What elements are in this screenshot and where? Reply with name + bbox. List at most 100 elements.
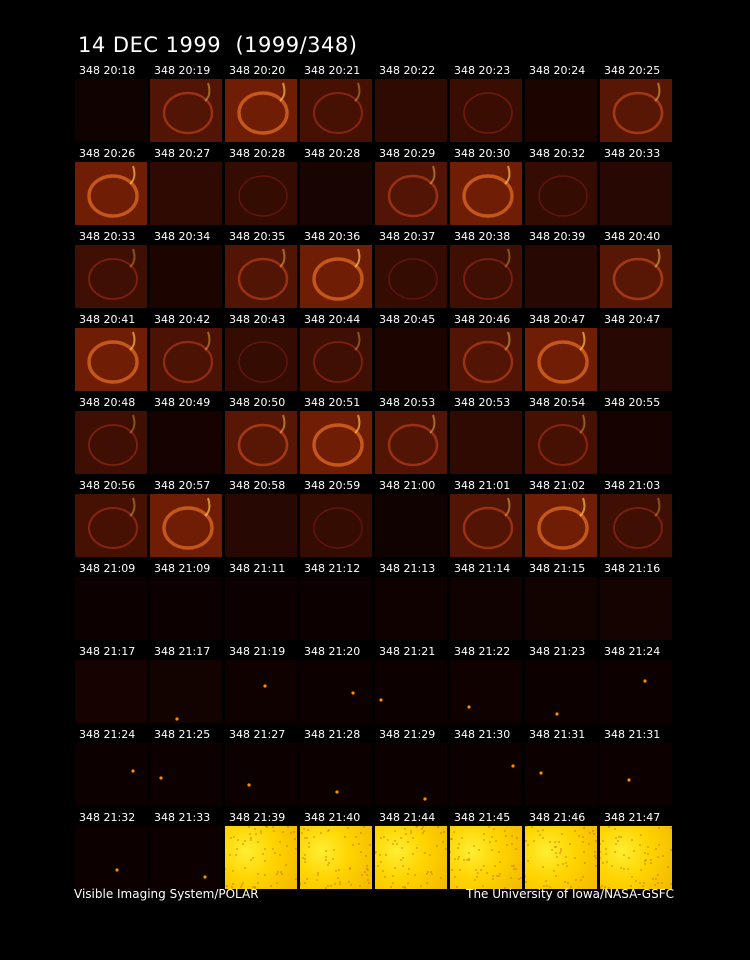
auroral-image — [525, 245, 597, 308]
auroral-image — [450, 162, 522, 225]
auroral-image — [75, 743, 147, 806]
frame-timestamp: 348 21:16 — [604, 562, 661, 575]
auroral-image — [600, 328, 672, 391]
auroral-image — [525, 79, 597, 142]
frame-timestamp: 348 20:43 — [229, 313, 286, 326]
frame-timestamp: 348 20:47 — [529, 313, 586, 326]
frame-timestamp: 348 20:41 — [79, 313, 136, 326]
frame-timestamp: 348 20:44 — [304, 313, 361, 326]
auroral-image — [375, 494, 447, 557]
frame-timestamp: 348 21:32 — [79, 811, 136, 824]
auroral-image — [600, 411, 672, 474]
auroral-image — [75, 660, 147, 723]
auroral-image — [600, 245, 672, 308]
auroral-image — [300, 162, 372, 225]
frame-timestamp: 348 20:53 — [379, 396, 436, 409]
frame-timestamp: 348 21:17 — [154, 645, 211, 658]
frame-timestamp: 348 20:50 — [229, 396, 286, 409]
frame-timestamp: 348 21:24 — [79, 728, 136, 741]
frame-timestamp: 348 20:37 — [379, 230, 436, 243]
auroral-image — [600, 162, 672, 225]
frame-timestamp: 348 21:21 — [379, 645, 436, 658]
auroral-image — [75, 328, 147, 391]
frame-timestamp: 348 20:18 — [79, 64, 136, 77]
frame-timestamp: 348 20:51 — [304, 396, 361, 409]
auroral-image — [600, 79, 672, 142]
auroral-image — [150, 494, 222, 557]
auroral-image — [225, 411, 297, 474]
auroral-image — [150, 660, 222, 723]
frame-timestamp: 348 20:39 — [529, 230, 586, 243]
auroral-image — [225, 328, 297, 391]
auroral-image — [225, 79, 297, 142]
frame-timestamp: 348 20:19 — [154, 64, 211, 77]
auroral-image — [225, 743, 297, 806]
auroral-image — [300, 494, 372, 557]
auroral-image — [525, 743, 597, 806]
auroral-image — [525, 494, 597, 557]
frame-timestamp: 348 21:19 — [229, 645, 286, 658]
auroral-image — [375, 743, 447, 806]
frame-timestamp: 348 21:31 — [529, 728, 586, 741]
frame-timestamp: 348 21:02 — [529, 479, 586, 492]
frame-timestamp: 348 21:23 — [529, 645, 586, 658]
frame-timestamp: 348 21:11 — [229, 562, 286, 575]
frame-timestamp: 348 21:33 — [154, 811, 211, 824]
frame-timestamp: 348 20:26 — [79, 147, 136, 160]
frame-timestamp: 348 20:34 — [154, 230, 211, 243]
frame-timestamp: 348 20:57 — [154, 479, 211, 492]
frame-timestamp: 348 21:20 — [304, 645, 361, 658]
frame-timestamp: 348 20:55 — [604, 396, 661, 409]
frame-timestamp: 348 21:09 — [79, 562, 136, 575]
auroral-image — [375, 577, 447, 640]
frame-timestamp: 348 20:58 — [229, 479, 286, 492]
auroral-image — [375, 826, 447, 889]
frame-timestamp: 348 20:45 — [379, 313, 436, 326]
frame-timestamp: 348 20:28 — [229, 147, 286, 160]
frame-timestamp: 348 21:15 — [529, 562, 586, 575]
frame-timestamp: 348 20:59 — [304, 479, 361, 492]
auroral-image — [450, 328, 522, 391]
frame-timestamp: 348 21:44 — [379, 811, 436, 824]
auroral-image — [300, 743, 372, 806]
footer-instrument: Visible Imaging System/POLAR — [74, 887, 259, 901]
auroral-image — [75, 411, 147, 474]
frame-timestamp: 348 20:33 — [604, 147, 661, 160]
auroral-image — [375, 411, 447, 474]
auroral-image — [300, 79, 372, 142]
auroral-image — [450, 577, 522, 640]
auroral-image — [375, 245, 447, 308]
frame-timestamp: 348 21:25 — [154, 728, 211, 741]
auroral-image — [450, 79, 522, 142]
auroral-image — [525, 577, 597, 640]
frame-timestamp: 348 21:46 — [529, 811, 586, 824]
auroral-image — [600, 494, 672, 557]
frame-timestamp: 348 20:47 — [604, 313, 661, 326]
frame-timestamp: 348 20:20 — [229, 64, 286, 77]
auroral-image — [600, 743, 672, 806]
auroral-image — [600, 577, 672, 640]
auroral-image — [450, 826, 522, 889]
footer-credit: The University of Iowa/NASA-GSFC — [466, 887, 674, 901]
auroral-image — [300, 826, 372, 889]
auroral-image — [600, 660, 672, 723]
frame-timestamp: 348 21:31 — [604, 728, 661, 741]
auroral-image — [150, 328, 222, 391]
auroral-image — [150, 245, 222, 308]
frame-timestamp: 348 21:17 — [79, 645, 136, 658]
frame-timestamp: 348 21:47 — [604, 811, 661, 824]
auroral-image — [75, 494, 147, 557]
frame-timestamp: 348 21:13 — [379, 562, 436, 575]
auroral-image — [300, 328, 372, 391]
frame-timestamp: 348 21:27 — [229, 728, 286, 741]
frame-timestamp: 348 20:53 — [454, 396, 511, 409]
frame-timestamp: 348 20:36 — [304, 230, 361, 243]
frame-timestamp: 348 21:09 — [154, 562, 211, 575]
auroral-image — [150, 162, 222, 225]
frame-timestamp: 348 21:40 — [304, 811, 361, 824]
frame-timestamp: 348 20:21 — [304, 64, 361, 77]
auroral-image — [150, 79, 222, 142]
frame-timestamp: 348 20:32 — [529, 147, 586, 160]
frame-timestamp: 348 21:45 — [454, 811, 511, 824]
